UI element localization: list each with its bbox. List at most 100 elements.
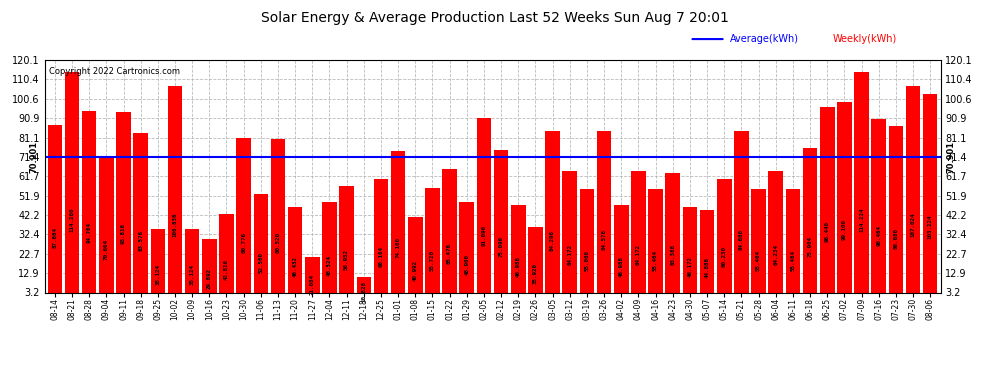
Text: 84.296: 84.296 (550, 230, 555, 251)
Text: 29.892: 29.892 (207, 267, 212, 288)
Text: 46.988: 46.988 (516, 256, 521, 277)
Bar (648, 189, 663, 299)
Text: Weekly(kWh): Weekly(kWh) (833, 34, 897, 44)
Bar (270, 139, 285, 299)
Text: 91.096: 91.096 (481, 225, 486, 246)
Bar (700, 210, 715, 299)
Bar (408, 217, 423, 299)
Text: 64.172: 64.172 (636, 244, 641, 265)
Text: Average(kWh): Average(kWh) (730, 34, 799, 44)
Text: 75.904: 75.904 (808, 236, 813, 256)
Bar (48, 124, 62, 299)
Text: 40.992: 40.992 (413, 260, 418, 281)
Text: 90.464: 90.464 (876, 225, 881, 246)
Text: 46.432: 46.432 (293, 256, 298, 277)
Bar (99, 158, 114, 299)
Text: 35.124: 35.124 (155, 264, 160, 285)
Text: 52.560: 52.560 (258, 252, 263, 273)
Bar (305, 257, 320, 299)
Bar (322, 202, 337, 299)
Bar (253, 194, 268, 299)
Bar (237, 138, 250, 299)
Bar (443, 169, 457, 299)
Bar (511, 206, 526, 299)
Text: 64.234: 64.234 (773, 244, 778, 265)
Bar (597, 130, 612, 299)
Text: 99.100: 99.100 (842, 219, 846, 240)
Bar (871, 119, 886, 299)
Bar (391, 152, 406, 299)
Bar (425, 188, 440, 299)
Text: 55.464: 55.464 (756, 250, 761, 271)
Bar (906, 86, 921, 299)
Text: 55.060: 55.060 (584, 250, 589, 271)
Text: 46.172: 46.172 (687, 256, 692, 277)
Text: 60.230: 60.230 (722, 246, 727, 267)
Text: 103.224: 103.224 (928, 215, 933, 239)
Bar (150, 229, 165, 299)
Text: 44.888: 44.888 (705, 257, 710, 278)
Text: 63.388: 63.388 (670, 244, 675, 265)
Text: 70.901: 70.901 (30, 141, 39, 173)
Bar (735, 130, 748, 299)
Text: 80.520: 80.520 (275, 232, 280, 254)
Text: 55.464: 55.464 (790, 250, 795, 271)
Bar (923, 94, 938, 299)
Text: 106.836: 106.836 (172, 212, 177, 237)
Bar (494, 150, 509, 299)
Bar (356, 278, 371, 299)
Text: 64.172: 64.172 (567, 244, 572, 265)
Bar (717, 179, 732, 299)
Bar (854, 72, 869, 299)
Bar (116, 112, 131, 299)
Text: 21.084: 21.084 (310, 274, 315, 295)
Bar (562, 171, 577, 299)
Text: 35.920: 35.920 (533, 263, 538, 284)
Bar (82, 111, 96, 299)
Text: 70.664: 70.664 (104, 239, 109, 260)
Bar (614, 206, 629, 299)
Bar (631, 171, 645, 299)
Bar (288, 207, 302, 299)
Text: 84.600: 84.600 (739, 230, 743, 251)
Text: 86.680: 86.680 (893, 228, 898, 249)
Text: Solar Energy & Average Production Last 52 Weeks Sun Aug 7 20:01: Solar Energy & Average Production Last 5… (261, 11, 729, 25)
Text: 60.164: 60.164 (378, 246, 383, 267)
Text: 48.524: 48.524 (327, 255, 332, 276)
Bar (528, 227, 543, 299)
Text: 74.180: 74.180 (396, 237, 401, 258)
Text: 75.096: 75.096 (499, 236, 504, 257)
Text: 48.900: 48.900 (464, 254, 469, 275)
Text: 65.476: 65.476 (447, 243, 452, 264)
Text: 107.024: 107.024 (911, 212, 916, 237)
Bar (683, 207, 697, 299)
Bar (768, 171, 783, 299)
Bar (889, 126, 903, 299)
Text: 10.828: 10.828 (361, 281, 366, 302)
Bar (459, 202, 474, 299)
Bar (665, 173, 680, 299)
Text: 46.988: 46.988 (619, 256, 624, 277)
Bar (786, 189, 800, 299)
Text: 114.280: 114.280 (69, 207, 74, 232)
Bar (838, 102, 851, 299)
Text: 56.952: 56.952 (345, 249, 349, 270)
Bar (803, 148, 818, 299)
Text: 84.576: 84.576 (602, 230, 607, 251)
Bar (167, 86, 182, 299)
Text: 87.664: 87.664 (52, 227, 57, 248)
Text: 93.816: 93.816 (121, 223, 126, 244)
Text: 83.576: 83.576 (139, 230, 144, 251)
Text: Copyright 2022 Cartronics.com: Copyright 2022 Cartronics.com (50, 67, 180, 76)
Text: 96.440: 96.440 (825, 221, 830, 242)
Bar (820, 107, 835, 299)
Bar (134, 133, 148, 299)
Bar (545, 131, 560, 299)
FancyBboxPatch shape (811, 30, 829, 48)
Text: 114.224: 114.224 (859, 207, 864, 232)
Text: 55.720: 55.720 (430, 250, 435, 271)
Text: 55.464: 55.464 (653, 250, 658, 271)
Bar (340, 186, 354, 299)
Bar (64, 72, 79, 299)
Bar (751, 189, 766, 299)
